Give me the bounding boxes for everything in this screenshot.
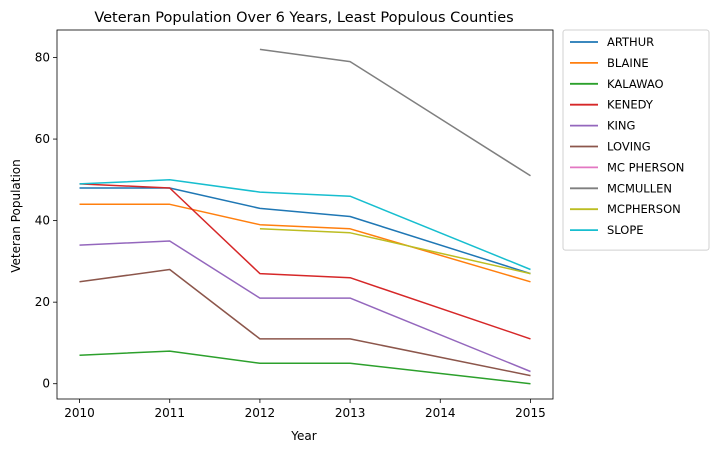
series-line-0 [79, 187, 531, 275]
y-axis-label: Veteran Population [9, 159, 23, 273]
x-tick-label: 2015 [515, 406, 546, 420]
y-tick-label: 60 [35, 132, 50, 146]
series-line-8 [259, 228, 531, 275]
plot-area [56, 29, 554, 400]
y-tick-label: 40 [35, 214, 50, 228]
series-line-2 [79, 350, 531, 385]
series-line-7 [259, 48, 531, 177]
series-line-1 [79, 203, 531, 283]
legend-label-5: LOVING [607, 140, 651, 154]
legend-label-8: MCPHERSON [607, 202, 681, 216]
x-tick-label: 2010 [64, 406, 95, 420]
series-line-3 [79, 183, 531, 340]
legend-label-2: KALAWAO [607, 77, 664, 91]
legend-frame [562, 29, 710, 251]
x-axis-label: Year [290, 429, 316, 443]
x-tick-label: 2013 [335, 406, 366, 420]
legend-label-0: ARTHUR [607, 35, 654, 49]
legend-label-7: MCMULLEN [607, 181, 672, 195]
chart-title: Veteran Population Over 6 Years, Least P… [94, 10, 513, 26]
y-tick-label: 80 [35, 51, 50, 65]
series-line-4 [79, 240, 531, 373]
x-tick-label: 2014 [425, 406, 456, 420]
legend-label-1: BLAINE [607, 56, 649, 70]
legend-label-6: MC PHERSON [607, 160, 684, 174]
series-line-5 [79, 268, 531, 377]
legend-label-3: KENEDY [607, 98, 654, 112]
y-tick-label: 0 [42, 377, 50, 391]
legend-label-4: KING [607, 119, 635, 133]
legend-label-9: SLOPE [607, 223, 644, 237]
x-tick-label: 2012 [245, 406, 276, 420]
axes-frame [56, 29, 554, 400]
axis-ticks: 2010 2011 2012 2013 2014 2015 0 20 40 60 80 [35, 51, 546, 420]
x-tick-label: 2011 [154, 406, 185, 420]
y-tick-label: 20 [35, 295, 50, 309]
series-line-9 [79, 179, 531, 271]
legend: ARTHUR BLAINE KALAWAO KENEDY KING LOVING MC PH… [562, 29, 710, 251]
